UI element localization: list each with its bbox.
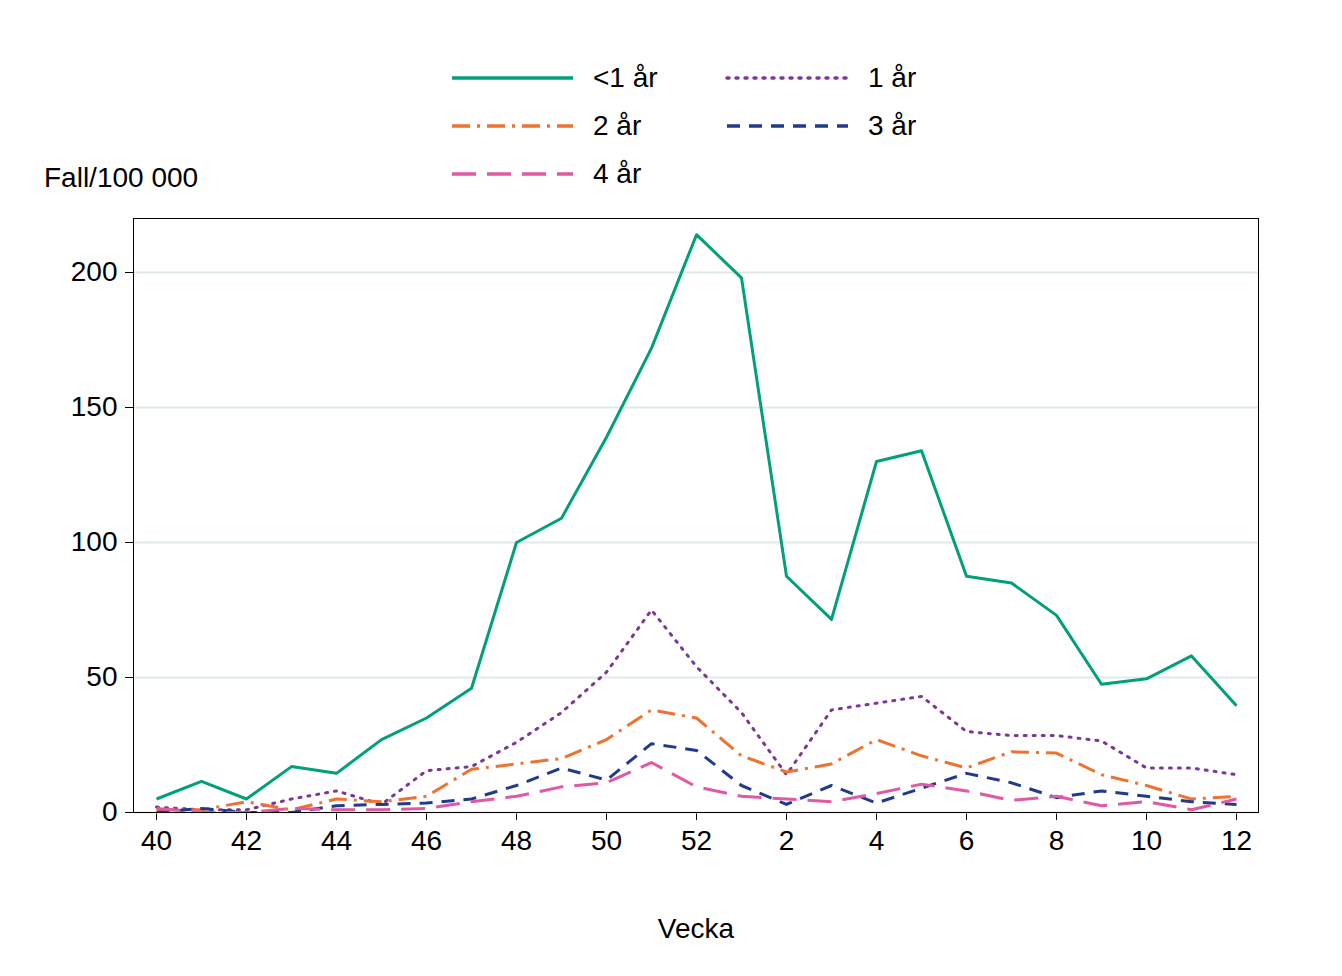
svg-text:50: 50 [86, 661, 117, 692]
svg-text:150: 150 [71, 391, 118, 422]
html-text:3 år: 3 år [868, 110, 917, 141]
svg-text:46: 46 [411, 825, 442, 856]
html-text:2 år: 2 år [593, 110, 642, 141]
svg-text:52: 52 [681, 825, 712, 856]
svg-text:12: 12 [1221, 825, 1252, 856]
html-text:4 år: 4 år [593, 158, 642, 189]
svg-text:48: 48 [501, 825, 532, 856]
svg-text:2: 2 [779, 825, 795, 856]
svg-text:100: 100 [71, 526, 118, 557]
svg-text:6: 6 [959, 825, 975, 856]
svg-text:Vecka: Vecka [658, 913, 735, 944]
svg-text:50: 50 [591, 825, 622, 856]
svg-text:0: 0 [102, 796, 118, 827]
svg-text:10: 10 [1131, 825, 1162, 856]
svg-text:44: 44 [321, 825, 352, 856]
html-text:1 år: 1 år [868, 62, 917, 93]
svg-text:4: 4 [869, 825, 885, 856]
svg-text:40: 40 [141, 825, 172, 856]
html-text:<1 år: <1 år [593, 62, 658, 93]
svg-text:200: 200 [71, 256, 118, 287]
html-text:Fall/100 000: Fall/100 000 [44, 162, 199, 193]
svg-text:8: 8 [1049, 825, 1065, 856]
svg-text:42: 42 [231, 825, 262, 856]
